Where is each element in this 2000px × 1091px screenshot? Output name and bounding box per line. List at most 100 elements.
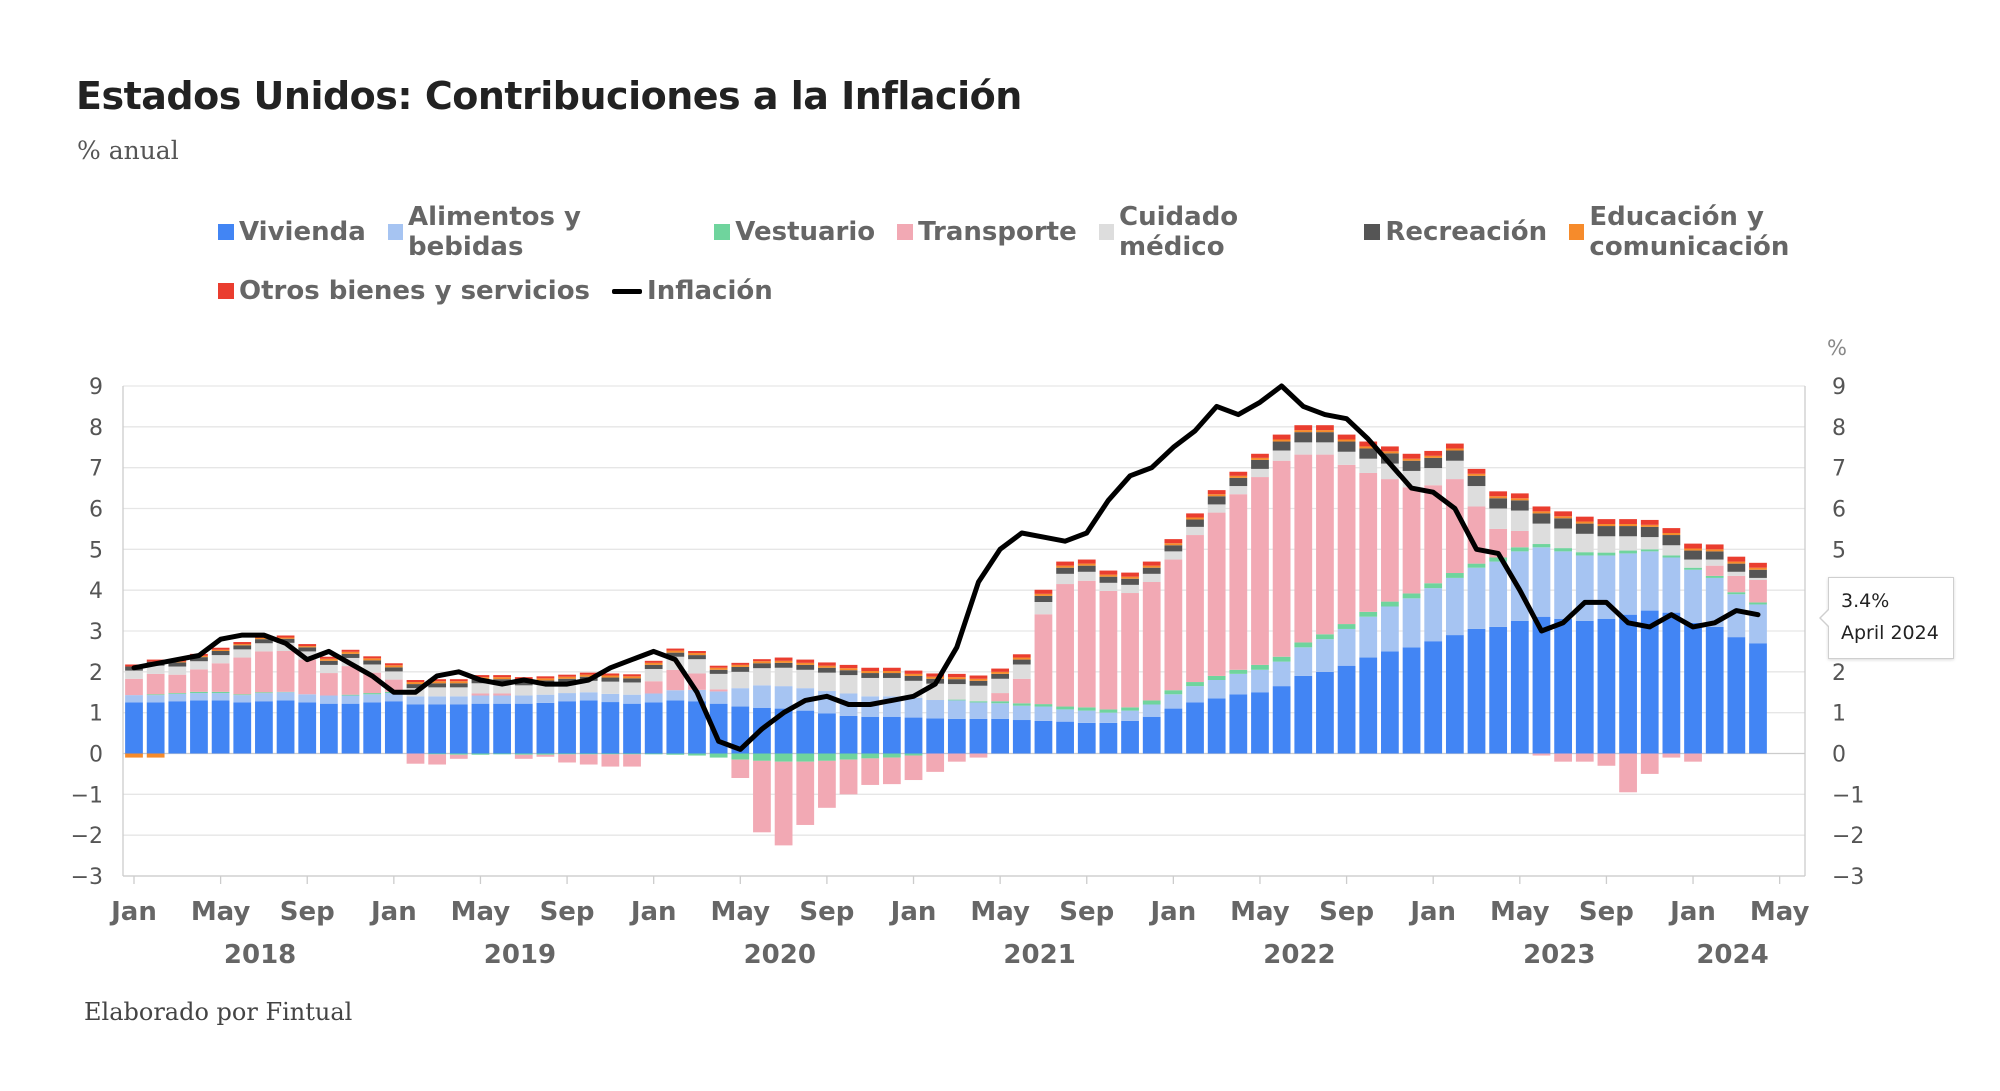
bar-segment — [558, 701, 576, 754]
bar-segment — [1727, 556, 1746, 562]
bar-segment — [298, 694, 317, 703]
bar-segment — [1381, 606, 1399, 652]
legend-item-inflacion[interactable]: Inflación — [612, 276, 773, 306]
bar-segment — [623, 674, 641, 677]
bar-segment — [1359, 616, 1378, 658]
bar-segment — [579, 680, 598, 693]
bar-segment — [298, 659, 317, 695]
bar-segment — [991, 718, 1010, 754]
bar-segment — [320, 703, 338, 754]
bar-segment — [1034, 720, 1053, 754]
bar-segment — [1034, 704, 1053, 707]
bar-segment — [449, 754, 468, 759]
bar-segment — [1640, 537, 1659, 550]
x-tick-label: Sep — [280, 897, 335, 927]
legend-item-recreacion[interactable]: Recreación — [1364, 217, 1547, 247]
bar-segment — [947, 684, 966, 700]
bar-segment — [1727, 592, 1746, 595]
bar-segment — [1337, 441, 1356, 452]
legend-label: Inflación — [647, 276, 773, 306]
bar-segment — [1142, 700, 1161, 705]
bar-segment — [753, 685, 771, 708]
bar-segment — [1445, 577, 1464, 636]
legend-label: Recreación — [1385, 217, 1548, 247]
legend-item-alimentos[interactable]: Alimentos y bebidas — [387, 202, 693, 262]
bar-segment — [1229, 494, 1248, 670]
bar-segment — [1316, 432, 1334, 443]
bar-segment — [709, 669, 728, 674]
footer-credit: Elaborado por Fintual — [84, 998, 353, 1026]
bar-segment — [1489, 496, 1508, 499]
bar-segment — [276, 651, 295, 692]
bar-segment — [1337, 434, 1356, 440]
bar-segment — [1597, 536, 1616, 553]
bar-segment — [1294, 675, 1313, 754]
bar-segment — [1532, 544, 1551, 548]
bar-segment — [688, 753, 706, 756]
bar-segment — [926, 673, 945, 677]
bar-segment — [1467, 628, 1486, 754]
bar-segment — [406, 680, 425, 683]
bar-segment — [1402, 487, 1421, 594]
bar-segment — [731, 666, 750, 672]
bar-segment — [1554, 516, 1572, 519]
bar-segment — [839, 664, 858, 669]
x-year-label: 2019 — [484, 940, 556, 970]
bar-segment — [1684, 753, 1702, 762]
bar-segment — [1532, 523, 1551, 545]
bar-segment — [1402, 598, 1421, 648]
bar-segment — [1099, 722, 1118, 754]
bar-segment — [211, 655, 230, 664]
bar-segment — [1056, 567, 1074, 574]
legend-item-transporte[interactable]: Transporte — [897, 217, 1077, 247]
legend-row-2: Otros bienes y servicios Inflación — [218, 271, 1978, 311]
bar-segment — [276, 635, 295, 638]
bar-segment — [1337, 665, 1356, 754]
bar-segment — [428, 683, 447, 688]
bar-segment — [1294, 442, 1313, 455]
bar-segment — [796, 761, 815, 825]
bar-segment — [1532, 547, 1551, 617]
bar-segment — [211, 651, 230, 656]
legend-item-educacion[interactable]: Educación y comunicación — [1569, 202, 1956, 262]
y-tick-label-right: 0 — [1832, 743, 1846, 768]
bar-segment — [774, 662, 793, 668]
bar-segment — [341, 649, 360, 652]
bar-segment — [1381, 451, 1399, 454]
bar-segment — [1684, 559, 1702, 568]
bar-segment — [384, 663, 403, 666]
bar-segment — [1186, 513, 1204, 518]
x-year-label: 2024 — [1696, 940, 1768, 970]
legend: Vivienda Alimentos y bebidas Vestuario T… — [218, 202, 1978, 330]
x-tick-label: Jan — [1408, 897, 1456, 927]
legend-item-cuidado-medico[interactable]: Cuidado médico — [1098, 202, 1343, 262]
legend-swatch — [387, 224, 404, 240]
bar-segment — [1662, 528, 1681, 533]
bar-segment — [1597, 519, 1616, 525]
legend-item-otros[interactable]: Otros bienes y servicios — [218, 276, 590, 306]
bar-segment — [1056, 561, 1074, 566]
x-year-label: 2023 — [1523, 940, 1595, 970]
bar-segment — [363, 660, 382, 665]
bar-segment — [449, 681, 468, 684]
bar-segment — [1684, 550, 1702, 560]
bar-segment — [774, 660, 793, 663]
bar-segment — [1099, 590, 1118, 710]
bar-segment — [1684, 569, 1702, 623]
bar-segment — [233, 649, 252, 658]
bar-segment — [1056, 573, 1074, 585]
bar-segment — [1597, 526, 1616, 537]
bar-segment — [861, 716, 880, 754]
bar-segment — [926, 718, 945, 754]
bar-segment — [384, 665, 403, 668]
bar-segment — [774, 708, 793, 754]
bar-segment — [1056, 721, 1074, 754]
bar-segment — [644, 753, 663, 755]
legend-item-vivienda[interactable]: Vivienda — [218, 217, 366, 247]
bar-segment — [449, 679, 468, 682]
legend-item-vestuario[interactable]: Vestuario — [714, 217, 875, 247]
bar-segment — [255, 639, 273, 644]
bar-segment — [969, 718, 988, 754]
bar-segment — [190, 661, 208, 670]
legend-label: Vestuario — [735, 217, 876, 247]
